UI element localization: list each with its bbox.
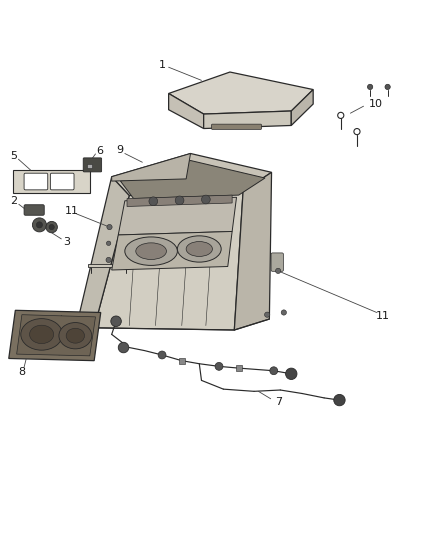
Circle shape xyxy=(149,197,158,206)
Polygon shape xyxy=(169,72,313,114)
Text: 5: 5 xyxy=(11,151,18,160)
Bar xyxy=(179,358,185,364)
Text: 2: 2 xyxy=(11,196,18,206)
Circle shape xyxy=(215,362,223,370)
Polygon shape xyxy=(234,172,272,330)
Polygon shape xyxy=(80,177,129,328)
FancyBboxPatch shape xyxy=(50,173,74,190)
Text: 8: 8 xyxy=(18,367,25,377)
Polygon shape xyxy=(204,111,291,128)
Bar xyxy=(88,264,129,268)
Circle shape xyxy=(46,221,57,233)
Circle shape xyxy=(276,268,281,273)
FancyBboxPatch shape xyxy=(271,253,283,271)
Polygon shape xyxy=(112,154,272,196)
Circle shape xyxy=(158,351,166,359)
Bar xyxy=(87,164,92,168)
FancyBboxPatch shape xyxy=(24,205,44,215)
Ellipse shape xyxy=(186,241,212,256)
Circle shape xyxy=(385,84,390,90)
Ellipse shape xyxy=(21,319,62,350)
Circle shape xyxy=(49,224,54,230)
Circle shape xyxy=(201,195,210,204)
Polygon shape xyxy=(17,314,95,356)
Circle shape xyxy=(106,257,111,263)
Text: 11: 11 xyxy=(64,206,78,216)
FancyBboxPatch shape xyxy=(212,124,261,130)
Polygon shape xyxy=(13,170,90,193)
Circle shape xyxy=(32,218,46,232)
Polygon shape xyxy=(127,195,232,206)
FancyBboxPatch shape xyxy=(83,158,102,172)
Circle shape xyxy=(270,367,278,375)
Text: 1: 1 xyxy=(159,60,166,70)
Circle shape xyxy=(118,342,129,353)
Circle shape xyxy=(107,224,112,230)
Text: 3: 3 xyxy=(64,237,71,247)
Circle shape xyxy=(286,368,297,379)
Text: 11: 11 xyxy=(375,311,389,320)
Ellipse shape xyxy=(136,243,166,260)
Ellipse shape xyxy=(59,322,92,349)
Circle shape xyxy=(111,316,121,327)
Circle shape xyxy=(36,222,42,228)
Text: 10: 10 xyxy=(369,99,383,109)
Polygon shape xyxy=(94,191,243,330)
Text: 6: 6 xyxy=(96,146,103,156)
Text: 9: 9 xyxy=(116,146,123,156)
Ellipse shape xyxy=(66,328,85,343)
Polygon shape xyxy=(120,160,265,199)
Circle shape xyxy=(334,394,345,406)
FancyBboxPatch shape xyxy=(24,173,48,190)
Circle shape xyxy=(106,241,111,246)
Ellipse shape xyxy=(125,237,177,265)
Polygon shape xyxy=(291,90,313,125)
Polygon shape xyxy=(118,197,237,235)
Circle shape xyxy=(281,310,286,315)
Circle shape xyxy=(367,84,373,90)
Polygon shape xyxy=(112,231,232,270)
Polygon shape xyxy=(169,93,204,128)
Text: 7: 7 xyxy=(275,397,282,407)
Bar xyxy=(236,365,242,371)
Ellipse shape xyxy=(29,325,53,344)
Ellipse shape xyxy=(177,236,221,262)
Polygon shape xyxy=(112,154,191,181)
Circle shape xyxy=(175,196,184,205)
Circle shape xyxy=(265,312,270,317)
Polygon shape xyxy=(9,310,101,361)
